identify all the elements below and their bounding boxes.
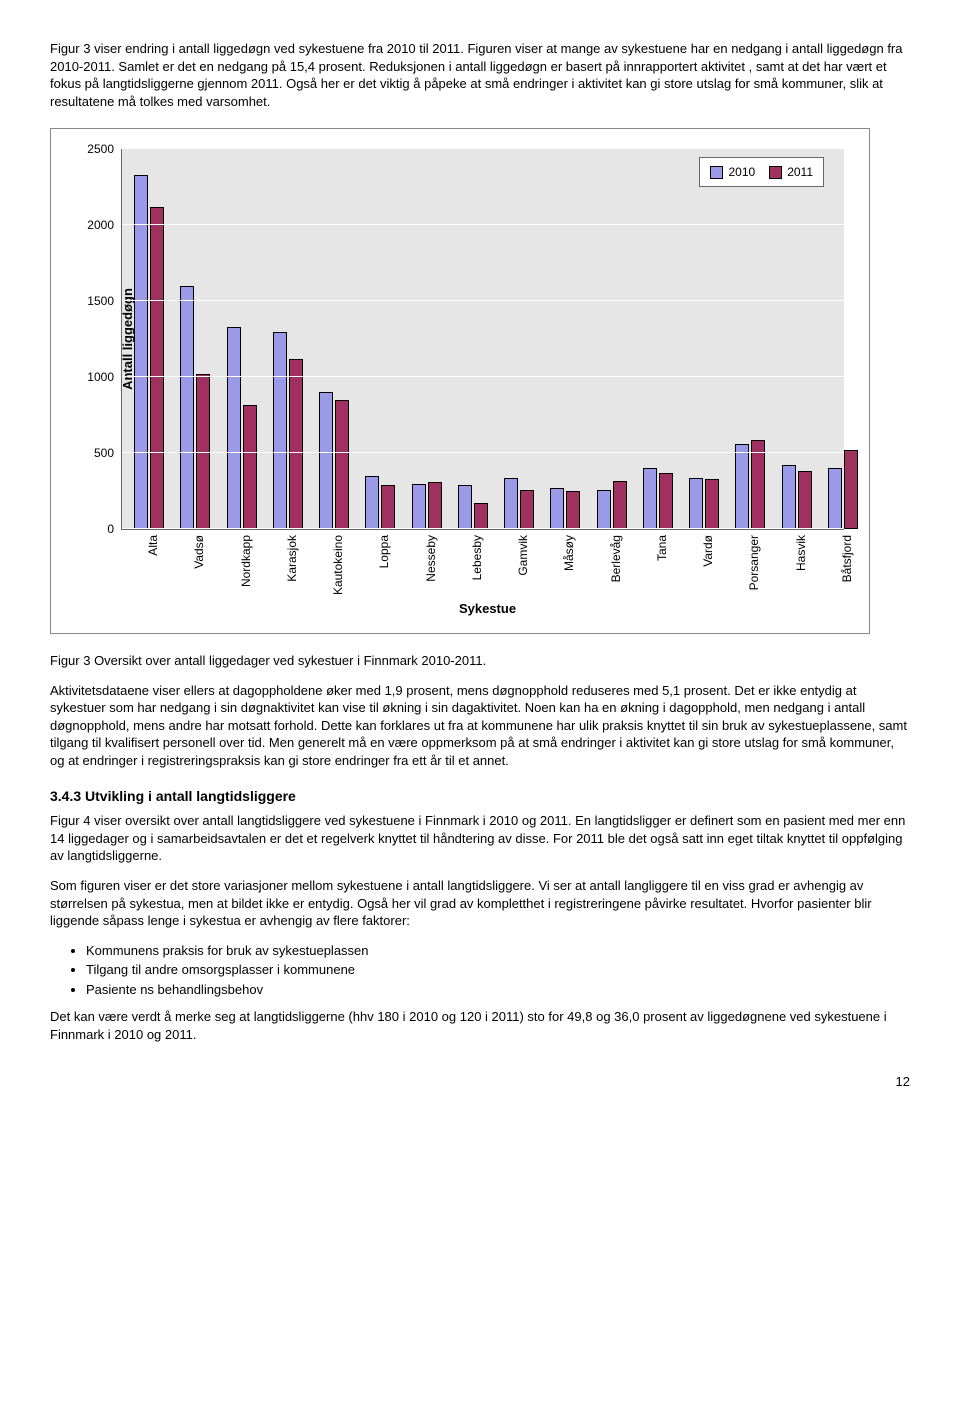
bar-2011 <box>335 400 349 529</box>
bar-2010 <box>735 444 749 529</box>
bar-2010 <box>550 488 564 529</box>
bar-2010 <box>227 327 241 529</box>
gridline <box>122 376 844 377</box>
bar-2011 <box>150 207 164 529</box>
bar-2010 <box>273 332 287 530</box>
intro-paragraph: Figur 3 viser endring i antall liggedøgn… <box>50 40 910 110</box>
bullet-item: Pasiente ns behandlingsbehov <box>86 981 910 999</box>
bar-2010 <box>782 465 796 529</box>
gridline <box>122 300 844 301</box>
figure-3-chart: Antall liggedøgn 2010 2011 AltaVadsøNord… <box>50 128 870 634</box>
bar-2011 <box>566 491 580 529</box>
bar-2011 <box>844 450 858 529</box>
bar-2011 <box>474 503 488 529</box>
bar-2011 <box>381 485 395 529</box>
bar-2010 <box>180 286 194 529</box>
gridline <box>122 224 844 225</box>
page-number: 12 <box>50 1073 910 1091</box>
bars-container: AltaVadsøNordkappKarasjokKautokeinoLoppa… <box>122 149 844 529</box>
bar-2011 <box>289 359 303 529</box>
ytick-label: 500 <box>94 445 114 461</box>
gridline <box>122 452 844 453</box>
bar-2010 <box>643 468 657 529</box>
bar-2011 <box>520 490 534 530</box>
bar-2010 <box>319 392 333 529</box>
ytick-label: 0 <box>107 521 114 537</box>
bar-2010 <box>689 478 703 530</box>
bar-2010 <box>412 484 426 530</box>
x-axis-label: Sykestue <box>121 530 854 618</box>
paragraph-4: Som figuren viser er det store variasjon… <box>50 877 910 930</box>
bar-2011 <box>613 481 627 530</box>
bar-2010 <box>828 468 842 529</box>
bar-2011 <box>798 471 812 529</box>
gridline <box>122 528 844 529</box>
bullet-list: Kommunens praksis for bruk av sykestuepl… <box>50 942 910 999</box>
bar-2010 <box>458 485 472 529</box>
ytick-label: 1000 <box>87 369 114 385</box>
figure-caption: Figur 3 Oversikt over antall liggedager … <box>50 652 910 670</box>
paragraph-3: Figur 4 viser oversikt over antall langt… <box>50 812 910 865</box>
paragraph-5: Det kan være verdt å merke seg at langti… <box>50 1008 910 1043</box>
ytick-label: 2500 <box>87 141 114 157</box>
bar-2011 <box>659 473 673 529</box>
bar-2010 <box>504 478 518 530</box>
bullet-item: Kommunens praksis for bruk av sykestuepl… <box>86 942 910 960</box>
ytick-label: 1500 <box>87 293 114 309</box>
bar-2010 <box>597 490 611 530</box>
plot-area: Antall liggedøgn 2010 2011 AltaVadsøNord… <box>121 149 844 530</box>
ytick-label: 2000 <box>87 217 114 233</box>
bar-2010 <box>365 476 379 529</box>
x-axis-area: Sykestue <box>121 530 854 618</box>
bar-2011 <box>428 482 442 529</box>
bar-2011 <box>705 479 719 529</box>
gridline <box>122 148 844 149</box>
bar-2011 <box>243 405 257 530</box>
section-heading-343: 3.4.3 Utvikling i antall langtidsliggere <box>50 787 910 806</box>
paragraph-2: Aktivitetsdataene viser ellers at dagopp… <box>50 682 910 770</box>
bar-2010 <box>134 175 148 529</box>
bullet-item: Tilgang til andre omsorgsplasser i kommu… <box>86 961 910 979</box>
